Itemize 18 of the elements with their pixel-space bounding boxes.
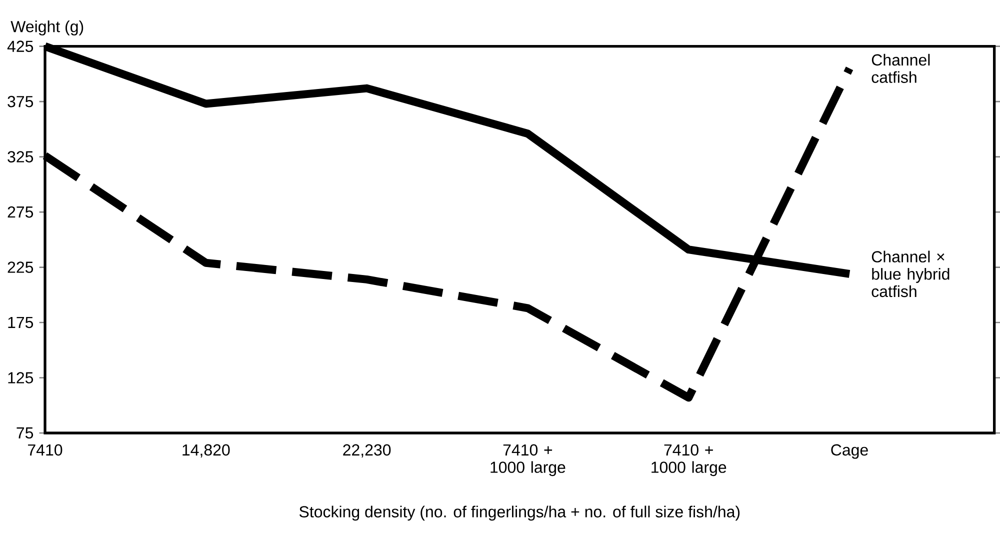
y-tick-label: 425 <box>7 40 34 52</box>
x-tick-label: 22,230 <box>343 444 391 458</box>
series-label: Channel × blue hybrid catfish <box>872 250 950 298</box>
y-tick-label: 225 <box>8 262 34 273</box>
x-tick-label: 7410 + 1000 large <box>490 444 566 476</box>
y-axis-title: Weight (g) <box>10 20 84 36</box>
y-tick-label: 325 <box>8 151 34 162</box>
y-tick-label: 125 <box>8 372 34 384</box>
y-tick-label: 375 <box>8 96 34 108</box>
y-tick-label: 175 <box>8 316 34 328</box>
series-label: Channel catfish <box>872 54 930 83</box>
y-tick-label: 75 <box>16 427 34 439</box>
x-tick-label: Cage <box>831 444 868 459</box>
x-tick-label: 7410 + 1000 large <box>652 444 726 476</box>
y-tick-label: 275 <box>8 206 34 218</box>
x-axis-title: Stocking density (no. of fingerlings/ha + no. of full size fish/ha) <box>299 506 740 521</box>
x-tick-label: 7410 <box>28 444 62 456</box>
x-tick-label: 14,820 <box>182 444 230 458</box>
